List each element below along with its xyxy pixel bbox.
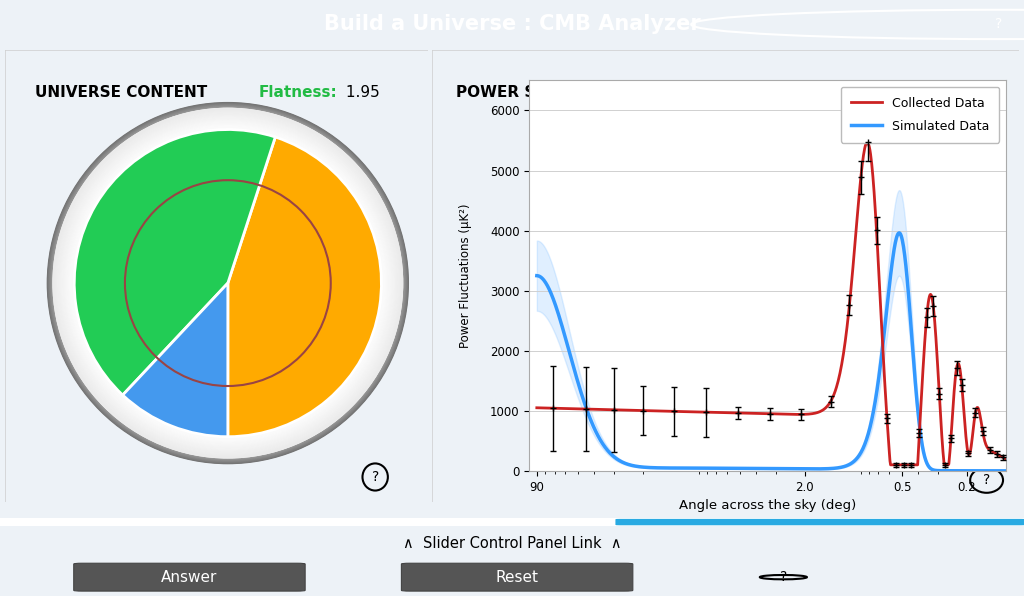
Circle shape bbox=[47, 103, 409, 464]
Text: ?: ? bbox=[372, 470, 379, 484]
Collected Data bbox=[889, 461, 901, 468]
Collected Data bbox=[830, 384, 843, 391]
Circle shape bbox=[60, 116, 395, 451]
Circle shape bbox=[66, 121, 390, 445]
FancyBboxPatch shape bbox=[615, 519, 1024, 525]
Circle shape bbox=[69, 124, 387, 442]
Circle shape bbox=[57, 112, 398, 454]
Wedge shape bbox=[227, 137, 381, 437]
Circle shape bbox=[56, 111, 399, 455]
Circle shape bbox=[63, 119, 392, 448]
Circle shape bbox=[55, 110, 400, 456]
Collected Data bbox=[804, 411, 816, 418]
Circle shape bbox=[50, 106, 406, 460]
Simulated Data bbox=[893, 229, 905, 237]
Circle shape bbox=[59, 114, 396, 452]
Text: Answer: Answer bbox=[161, 570, 218, 585]
Text: ?: ? bbox=[994, 17, 1002, 32]
Circle shape bbox=[62, 117, 393, 449]
Circle shape bbox=[59, 115, 396, 451]
Simulated Data bbox=[804, 465, 816, 473]
Circle shape bbox=[61, 116, 394, 450]
Circle shape bbox=[61, 117, 394, 449]
Legend: Collected Data, Simulated Data: Collected Data, Simulated Data bbox=[841, 86, 999, 142]
Simulated Data bbox=[816, 465, 828, 473]
X-axis label: Angle across the sky (deg): Angle across the sky (deg) bbox=[679, 499, 856, 512]
Circle shape bbox=[61, 117, 394, 449]
Circle shape bbox=[54, 109, 401, 457]
Circle shape bbox=[71, 126, 385, 440]
Circle shape bbox=[67, 122, 389, 444]
Circle shape bbox=[51, 106, 404, 460]
Wedge shape bbox=[123, 283, 227, 437]
Circle shape bbox=[62, 117, 393, 449]
Collected Data bbox=[559, 405, 571, 412]
Circle shape bbox=[54, 110, 401, 456]
Text: Flatness:: Flatness: bbox=[259, 85, 338, 101]
Simulated Data bbox=[888, 250, 900, 257]
Circle shape bbox=[54, 110, 401, 457]
Text: 1.95: 1.95 bbox=[341, 85, 380, 101]
Circle shape bbox=[57, 113, 398, 454]
Simulated Data bbox=[559, 335, 571, 342]
Circle shape bbox=[55, 111, 400, 455]
Text: ?: ? bbox=[983, 473, 990, 487]
Circle shape bbox=[53, 108, 402, 458]
Text: ?: ? bbox=[779, 570, 787, 584]
Collected Data bbox=[530, 404, 543, 411]
Circle shape bbox=[60, 116, 395, 451]
Collected Data bbox=[885, 461, 897, 468]
FancyBboxPatch shape bbox=[74, 563, 305, 591]
Circle shape bbox=[56, 111, 399, 455]
Text: POWER SPECTRUM: POWER SPECTRUM bbox=[456, 85, 617, 101]
Y-axis label: Power Fluctuations (μK²): Power Fluctuations (μK²) bbox=[460, 203, 472, 348]
FancyBboxPatch shape bbox=[401, 563, 633, 591]
Circle shape bbox=[58, 114, 397, 452]
Simulated Data bbox=[830, 464, 843, 471]
Circle shape bbox=[57, 113, 398, 454]
Simulated Data bbox=[530, 272, 543, 280]
Simulated Data bbox=[936, 467, 948, 474]
Circle shape bbox=[58, 113, 397, 453]
Text: Build a Universe : CMB Analyzer: Build a Universe : CMB Analyzer bbox=[324, 14, 700, 35]
Circle shape bbox=[65, 119, 391, 447]
Circle shape bbox=[56, 111, 399, 455]
Circle shape bbox=[62, 118, 393, 448]
Circle shape bbox=[56, 112, 399, 454]
Collected Data bbox=[937, 448, 949, 455]
Line: Collected Data: Collected Data bbox=[537, 142, 1008, 465]
Collected Data bbox=[816, 407, 828, 414]
Circle shape bbox=[49, 104, 407, 462]
Bar bbox=[0, 518, 1024, 526]
Circle shape bbox=[53, 109, 402, 457]
Text: ∧  Slider Control Panel Link  ∧: ∧ Slider Control Panel Link ∧ bbox=[402, 536, 622, 551]
Circle shape bbox=[53, 108, 402, 458]
Circle shape bbox=[53, 108, 402, 458]
Circle shape bbox=[50, 105, 406, 461]
Circle shape bbox=[48, 103, 408, 463]
Circle shape bbox=[68, 123, 388, 443]
Wedge shape bbox=[75, 129, 275, 395]
Circle shape bbox=[52, 107, 403, 459]
Circle shape bbox=[58, 114, 397, 452]
Text: Reset: Reset bbox=[496, 570, 539, 585]
Circle shape bbox=[60, 116, 395, 451]
Collected Data bbox=[1001, 456, 1014, 463]
Circle shape bbox=[70, 125, 386, 442]
Circle shape bbox=[49, 105, 407, 461]
Text: UNIVERSE CONTENT: UNIVERSE CONTENT bbox=[35, 85, 207, 101]
Simulated Data bbox=[1001, 467, 1014, 474]
Circle shape bbox=[51, 107, 404, 460]
Circle shape bbox=[48, 104, 408, 462]
Circle shape bbox=[65, 120, 391, 446]
Circle shape bbox=[59, 115, 396, 451]
Collected Data bbox=[861, 139, 873, 146]
Circle shape bbox=[52, 108, 403, 458]
Line: Simulated Data: Simulated Data bbox=[537, 233, 1008, 471]
